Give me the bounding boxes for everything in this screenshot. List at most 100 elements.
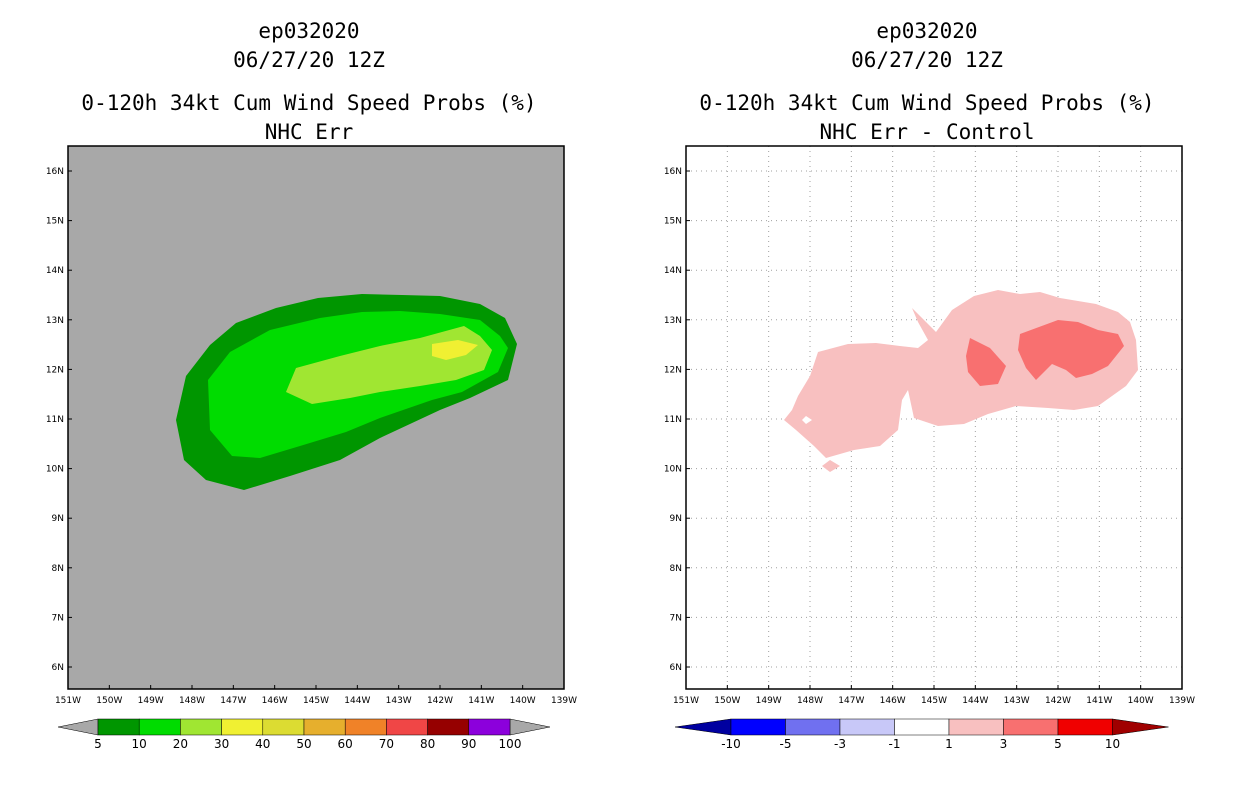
diff-contour-3-5 bbox=[966, 320, 1124, 386]
colorbar-label: 40 bbox=[255, 737, 270, 751]
lat-tick-label: 8N bbox=[670, 564, 682, 574]
colorbar-label: 20 bbox=[173, 737, 188, 751]
colorbar-box bbox=[948, 718, 1004, 736]
difference-map: 151W 150W 149W 148W 147W 146W 145W 144W 143W 142W… bbox=[664, 145, 1195, 751]
lon-tick-label: 148W bbox=[179, 696, 205, 706]
lon-tick-label: 147W bbox=[220, 696, 246, 706]
colorbar-label: 30 bbox=[214, 737, 229, 751]
colorbar-label: 50 bbox=[296, 737, 311, 751]
colorbar-box bbox=[221, 718, 264, 736]
colorbar-label: 1 bbox=[945, 737, 953, 751]
colorbar-label: 5 bbox=[1054, 737, 1062, 751]
lon-tick-label: 141W bbox=[1086, 696, 1112, 706]
axis-ticks: 151W 150W 149W 148W 147W 146W 145W 144W 143W 142W… bbox=[664, 167, 1195, 706]
lat-tick-label: 6N bbox=[52, 663, 64, 673]
lat-tick-label: 9N bbox=[670, 514, 682, 524]
colorbar-label: 10 bbox=[132, 737, 147, 751]
lon-tick-label: 142W bbox=[427, 696, 453, 706]
colorbar-box bbox=[839, 718, 895, 736]
lon-tick-label: 141W bbox=[468, 696, 494, 706]
lon-tick-label: 145W bbox=[303, 696, 329, 706]
colorbar-box bbox=[344, 718, 387, 736]
lat-tick-label: 10N bbox=[664, 465, 682, 475]
lon-tick-label: 140W bbox=[1128, 696, 1154, 706]
colorbar-box bbox=[180, 718, 222, 736]
lon-tick-label: 143W bbox=[1004, 696, 1030, 706]
colorbar-extend-low bbox=[674, 718, 732, 736]
chart-subtitle: NHC Err - Control bbox=[819, 120, 1035, 144]
lon-tick-label: 151W bbox=[673, 696, 699, 706]
prob-contour-30 bbox=[432, 340, 478, 360]
colorbar-box bbox=[1057, 718, 1113, 736]
lat-tick-label: 10N bbox=[46, 465, 64, 475]
colorbar-label: -3 bbox=[834, 737, 846, 751]
colorbar-extend-high bbox=[509, 718, 551, 736]
colorbar-label: 10 bbox=[1105, 737, 1120, 751]
lon-tick-label: 149W bbox=[756, 696, 782, 706]
chart-subtitle: NHC Err bbox=[264, 120, 354, 144]
colorbar-box bbox=[303, 718, 346, 736]
colorbar-box bbox=[138, 718, 181, 736]
lat-tick-label: 13N bbox=[664, 316, 682, 326]
lon-tick-label: 146W bbox=[262, 696, 288, 706]
colorbar-box bbox=[427, 718, 470, 736]
storm-id: ep032020 bbox=[876, 19, 978, 43]
grid-lines bbox=[686, 146, 1182, 689]
chart-title: 0-120h 34kt Cum Wind Speed Probs (%) bbox=[699, 91, 1155, 115]
lat-tick-label: 16N bbox=[664, 167, 682, 177]
colorbar-label: 100 bbox=[499, 737, 522, 751]
lon-tick-label: 142W bbox=[1045, 696, 1071, 706]
lon-tick-label: 151W bbox=[55, 696, 81, 706]
colorbar: -10 -5 -3 -1 1 3 5 10 bbox=[674, 718, 1169, 751]
colorbar-label: 3 bbox=[1000, 737, 1008, 751]
lon-tick-label: 146W bbox=[880, 696, 906, 706]
colorbar-box bbox=[468, 718, 511, 736]
storm-id: ep032020 bbox=[258, 19, 360, 43]
lat-tick-label: 13N bbox=[46, 316, 64, 326]
panel-nhc-err: ep032020 06/27/20 12Z 0-120h 34kt Cum Wi… bbox=[46, 19, 577, 751]
lon-tick-label: 139W bbox=[551, 696, 577, 706]
lat-tick-label: 11N bbox=[664, 415, 682, 425]
colorbar-label: 90 bbox=[461, 737, 476, 751]
lat-tick-label: 11N bbox=[46, 415, 64, 425]
colorbar-box bbox=[386, 718, 428, 736]
lon-tick-label: 143W bbox=[386, 696, 412, 706]
colorbar-box bbox=[1003, 718, 1059, 736]
colorbar-label: 80 bbox=[420, 737, 435, 751]
colorbar-label: 60 bbox=[338, 737, 353, 751]
lon-tick-label: 150W bbox=[714, 696, 740, 706]
chart-title: 0-120h 34kt Cum Wind Speed Probs (%) bbox=[81, 91, 537, 115]
colorbar-box bbox=[262, 718, 305, 736]
lat-tick-label: 14N bbox=[46, 266, 64, 276]
lon-tick-label: 144W bbox=[344, 696, 370, 706]
lon-tick-label: 150W bbox=[96, 696, 122, 706]
colorbar-label: -5 bbox=[780, 737, 792, 751]
lat-tick-label: 12N bbox=[664, 365, 682, 375]
colorbar-extend-low bbox=[57, 718, 99, 736]
lon-tick-label: 139W bbox=[1169, 696, 1195, 706]
colorbar-box bbox=[894, 718, 950, 736]
lat-tick-label: 15N bbox=[46, 217, 64, 227]
probability-map: 151W 150W 149W 148W 147W 146W 145W 144W 143W 142W… bbox=[46, 145, 577, 751]
lon-tick-label: 148W bbox=[797, 696, 823, 706]
lon-tick-label: 140W bbox=[510, 696, 536, 706]
colorbar-extend-high bbox=[1112, 718, 1169, 736]
lat-tick-label: 15N bbox=[664, 217, 682, 227]
lat-tick-label: 7N bbox=[52, 613, 64, 623]
lon-tick-label: 144W bbox=[962, 696, 988, 706]
lat-tick-label: 12N bbox=[46, 365, 64, 375]
colorbar-label: -1 bbox=[889, 737, 901, 751]
colorbar-box bbox=[730, 718, 786, 736]
colorbar-box bbox=[97, 718, 140, 736]
colorbar: 5 10 20 30 40 50 60 70 80 90 100 bbox=[57, 718, 551, 751]
colorbar-label: 70 bbox=[379, 737, 394, 751]
lon-tick-label: 145W bbox=[921, 696, 947, 706]
lat-tick-label: 7N bbox=[670, 613, 682, 623]
forecast-date: 06/27/20 12Z bbox=[233, 48, 385, 72]
lat-tick-label: 9N bbox=[52, 514, 64, 524]
lon-tick-label: 147W bbox=[838, 696, 864, 706]
colorbar-label: -10 bbox=[721, 737, 741, 751]
lat-tick-label: 6N bbox=[670, 663, 682, 673]
panel-nhc-err-control: ep032020 06/27/20 12Z 0-120h 34kt Cum Wi… bbox=[618, 0, 1236, 800]
lat-tick-label: 8N bbox=[52, 564, 64, 574]
